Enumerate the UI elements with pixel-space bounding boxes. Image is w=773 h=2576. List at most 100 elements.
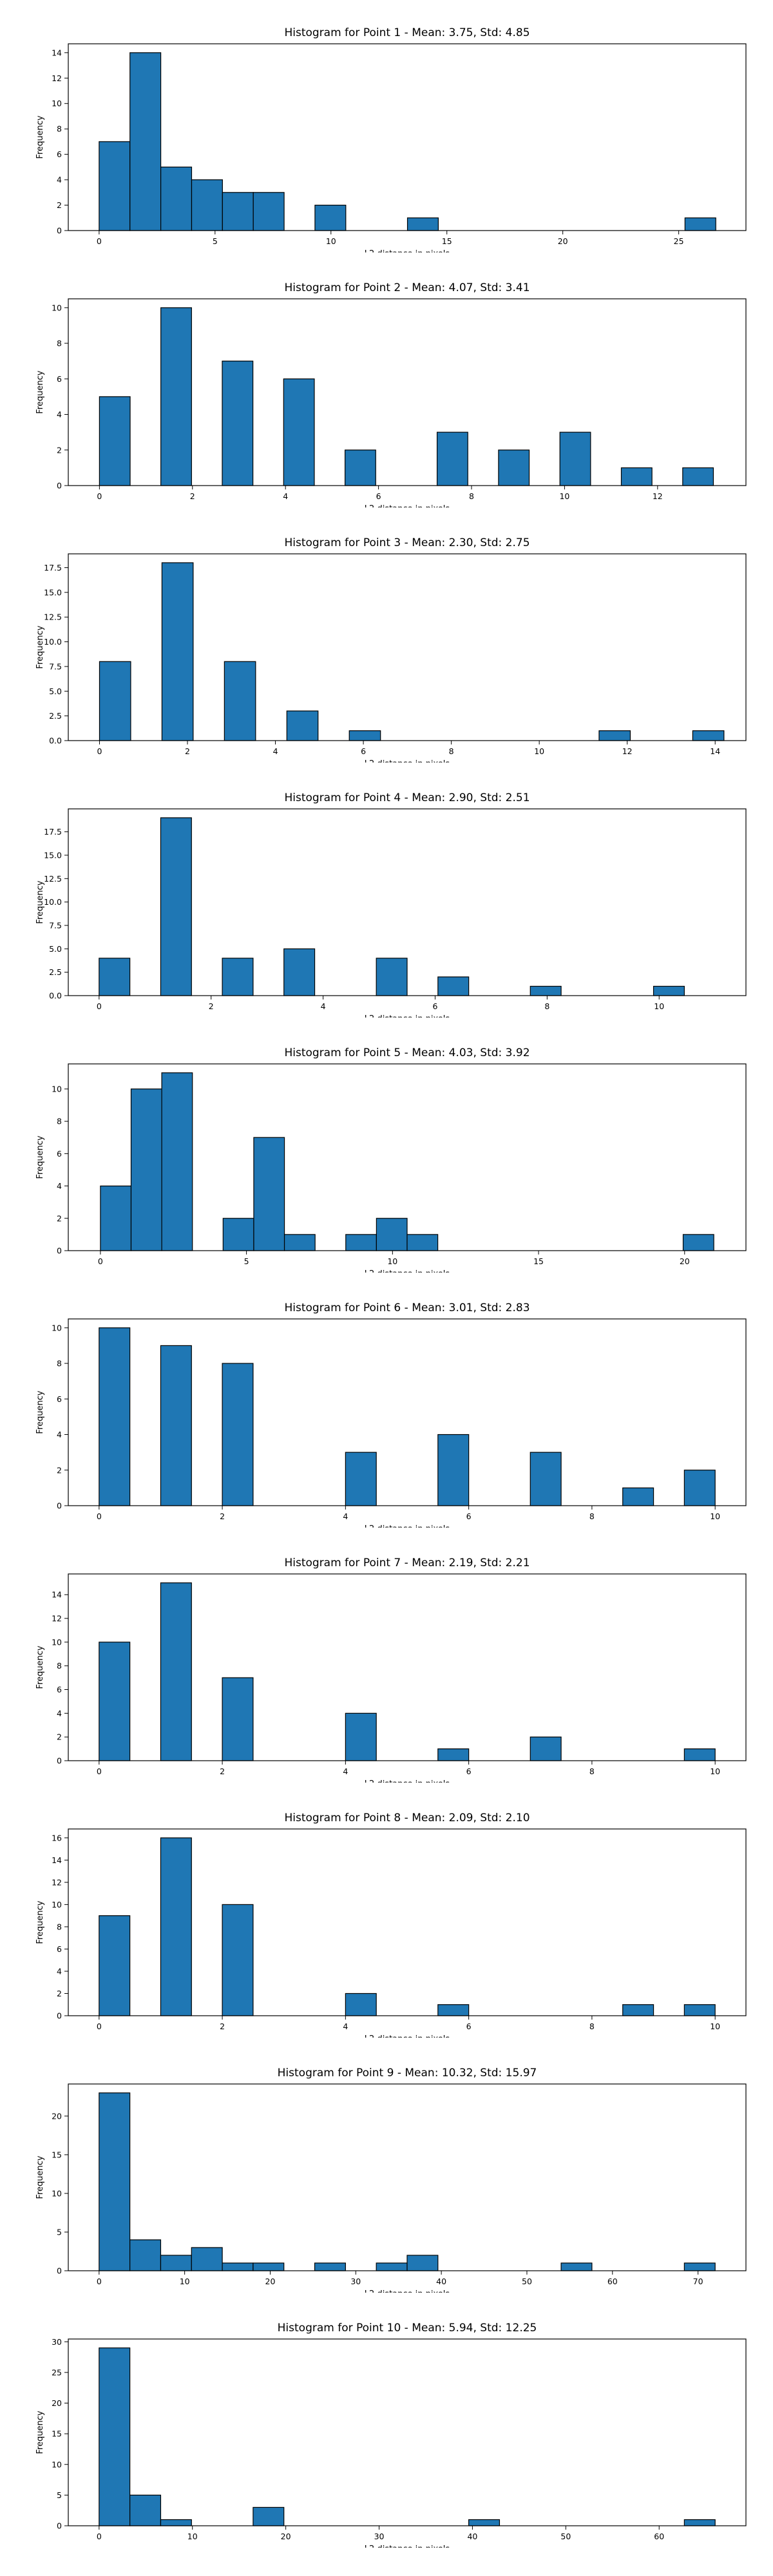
histogram-chart: Histogram for Point 4 - Mean: 2.90, Std:… xyxy=(35,791,747,1018)
x-tick-label: 6 xyxy=(466,1511,472,1521)
x-tick-label: 10 xyxy=(559,491,569,501)
y-tick-label: 20 xyxy=(52,2398,62,2408)
y-tick-label: 14 xyxy=(52,48,62,57)
x-axis-label: L2 distance in pixels xyxy=(365,1014,450,1018)
plot-frame xyxy=(68,553,747,741)
y-tick-label: 10 xyxy=(52,1323,62,1332)
histogram-bar xyxy=(376,2262,408,2271)
x-tick-label: 30 xyxy=(374,2532,385,2541)
y-tick-label: 0 xyxy=(57,226,62,236)
y-tick-label: 2 xyxy=(57,1989,62,1998)
y-tick-label: 10 xyxy=(52,1084,62,1094)
histogram-bar xyxy=(160,166,193,231)
histogram-bar xyxy=(283,948,316,996)
y-axis-label: Frequency xyxy=(35,370,45,413)
x-tick-label: 6 xyxy=(466,1766,472,1776)
histogram-bar xyxy=(129,2494,162,2526)
x-axis-label: L2 distance in pixels xyxy=(365,2034,450,2038)
histogram-bar xyxy=(222,958,254,996)
y-tick-label: 8 xyxy=(57,339,62,348)
chart-title: Histogram for Point 7 - Mean: 2.19, Std:… xyxy=(284,1557,530,1569)
y-tick-label: 10 xyxy=(52,303,62,312)
x-tick-label: 4 xyxy=(343,2022,348,2031)
x-tick-label: 10 xyxy=(326,236,336,246)
histogram-panel-5: Histogram for Point 5 - Mean: 4.03, Std:… xyxy=(0,1023,773,1273)
histogram-bar xyxy=(160,1345,192,1506)
x-tick-label: 10 xyxy=(654,1001,664,1011)
histogram-bar xyxy=(406,1234,439,1251)
y-tick-label: 5 xyxy=(57,2227,62,2237)
x-tick-label: 40 xyxy=(436,2277,446,2286)
histogram-bar xyxy=(437,976,470,996)
histogram-bar xyxy=(99,661,131,741)
histogram-bar xyxy=(622,1487,654,1506)
y-axis-label: Frequency xyxy=(35,1390,45,1434)
x-tick-label: 2 xyxy=(220,1511,225,1521)
histogram-bar xyxy=(99,1915,131,2016)
histogram-bar xyxy=(437,2004,470,2016)
histogram-bar xyxy=(222,192,254,231)
histogram-bar xyxy=(99,958,131,996)
x-tick-label: 15 xyxy=(533,1256,544,1266)
x-tick-label: 8 xyxy=(469,491,474,501)
x-tick-label: 6 xyxy=(466,2022,472,2031)
y-axis-label: Frequency xyxy=(35,2155,45,2199)
y-axis-label: Frequency xyxy=(35,2410,45,2454)
y-tick-label: 8 xyxy=(57,1359,62,1368)
histogram-bar xyxy=(530,1736,562,1761)
x-axis-label: L2 distance in pixels xyxy=(365,1269,450,1273)
histogram-bar xyxy=(530,985,562,996)
y-tick-label: 0 xyxy=(57,1246,62,1256)
histogram-bar xyxy=(99,1642,131,1761)
histogram-bar xyxy=(160,817,192,996)
histogram-bar xyxy=(160,2255,192,2271)
histogram-panel-4: Histogram for Point 4 - Mean: 2.90, Std:… xyxy=(0,768,773,1018)
y-tick-label: 0 xyxy=(57,1756,62,1766)
x-tick-label: 2 xyxy=(185,746,190,756)
histogram-bar xyxy=(129,2239,162,2271)
histogram-bar xyxy=(99,1327,131,1506)
histogram-bar xyxy=(406,217,439,231)
histogram-bar xyxy=(286,710,319,741)
chart-title: Histogram for Point 3 - Mean: 2.30, Std:… xyxy=(284,536,530,549)
x-tick-label: 10 xyxy=(180,2277,190,2286)
x-tick-label: 15 xyxy=(442,236,452,246)
histogram-bar xyxy=(129,52,162,231)
histogram-bar xyxy=(160,307,192,486)
histogram-bar xyxy=(683,2004,716,2016)
histogram-bar xyxy=(222,1218,254,1251)
y-tick-label: 0 xyxy=(57,481,62,491)
x-tick-label: 60 xyxy=(654,2532,664,2541)
x-tick-label: 5 xyxy=(213,236,218,246)
histogram-bar xyxy=(222,361,254,486)
y-tick-label: 6 xyxy=(57,374,62,384)
histogram-bar xyxy=(683,1748,716,1761)
histogram-bar xyxy=(99,2347,131,2526)
histogram-bar xyxy=(222,2262,254,2271)
x-tick-label: 8 xyxy=(589,1511,595,1521)
x-tick-label: 30 xyxy=(350,2277,361,2286)
histogram-chart: Histogram for Point 8 - Mean: 2.09, Std:… xyxy=(35,1812,747,2038)
histogram-bar xyxy=(683,2519,716,2526)
y-tick-label: 25 xyxy=(52,2367,62,2377)
x-tick-label: 12 xyxy=(622,746,633,756)
y-tick-label: 4 xyxy=(57,410,62,419)
y-tick-label: 10 xyxy=(52,2459,62,2469)
x-tick-label: 20 xyxy=(680,1256,690,1266)
y-tick-label: 10.0 xyxy=(44,897,62,907)
histogram-panel-6: Histogram for Point 6 - Mean: 3.01, Std:… xyxy=(0,1278,773,1528)
x-tick-label: 12 xyxy=(653,491,663,501)
histogram-bar xyxy=(160,2519,192,2526)
y-axis-label: Frequency xyxy=(35,880,45,923)
y-tick-label: 6 xyxy=(57,1149,62,1159)
y-tick-label: 2.5 xyxy=(49,967,62,977)
histogram-bar xyxy=(253,2506,285,2526)
x-tick-label: 20 xyxy=(558,236,568,246)
x-tick-label: 0 xyxy=(97,2022,102,2031)
y-tick-label: 4 xyxy=(57,1181,62,1191)
y-tick-label: 5.0 xyxy=(49,944,62,954)
y-tick-label: 2 xyxy=(57,445,62,455)
y-tick-label: 14 xyxy=(52,1590,62,1600)
histogram-bar xyxy=(598,730,631,741)
